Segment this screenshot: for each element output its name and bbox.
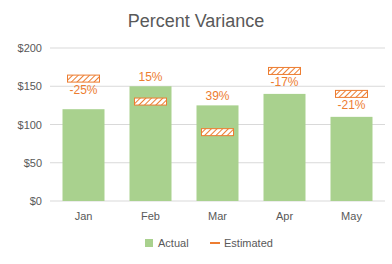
x-tick-label: Apr — [276, 210, 293, 222]
x-tick-label: Mar — [208, 210, 227, 222]
estimate-marker — [135, 98, 167, 105]
chart: Percent Variance $0 $50 $100 $150 $200 Jan Feb M… — [0, 0, 392, 264]
grid-line — [50, 86, 385, 87]
legend-label: Actual — [158, 237, 189, 249]
y-tick-label: $200 — [18, 42, 42, 54]
variance-label: -17% — [270, 75, 298, 89]
x-tick-label: Feb — [141, 210, 160, 222]
legend-swatch — [210, 242, 220, 244]
x-tick-label: Jan — [75, 210, 93, 222]
bar — [264, 94, 306, 201]
estimate-marker — [336, 90, 368, 97]
variance-label: 15% — [138, 70, 162, 84]
legend-swatch — [145, 239, 153, 247]
variance-label: -21% — [337, 98, 365, 112]
grid-line — [50, 48, 385, 49]
y-tick-label: $50 — [24, 157, 42, 169]
estimate-marker — [202, 129, 234, 136]
bar — [63, 109, 105, 201]
estimate-marker — [68, 75, 100, 82]
bar — [197, 105, 239, 201]
title: Percent Variance — [128, 11, 265, 31]
bar — [331, 117, 373, 201]
legend-label: Estimated — [224, 237, 273, 249]
estimate-marker — [269, 67, 301, 74]
y-tick-label: $150 — [18, 80, 42, 92]
x-tick-label: May — [341, 210, 362, 222]
y-tick-label: $100 — [18, 119, 42, 131]
bar — [130, 86, 172, 201]
y-tick-label: $0 — [30, 195, 42, 207]
variance-label: -25% — [69, 83, 97, 97]
legend: Actual Estimated — [145, 237, 273, 249]
variance-label: 39% — [205, 89, 229, 103]
marks — [63, 67, 373, 201]
